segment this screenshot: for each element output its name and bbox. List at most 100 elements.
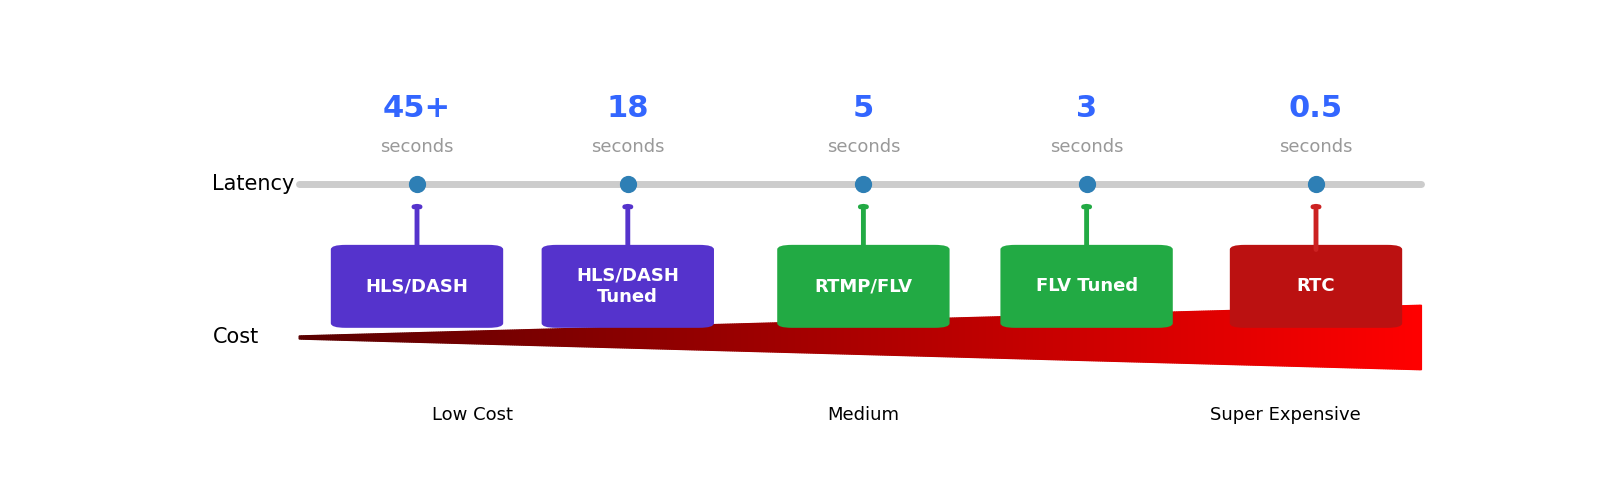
Polygon shape: [1022, 316, 1024, 359]
Polygon shape: [1357, 307, 1358, 368]
Polygon shape: [1269, 309, 1270, 366]
Polygon shape: [357, 335, 360, 340]
Polygon shape: [624, 327, 627, 348]
Polygon shape: [790, 322, 794, 352]
Polygon shape: [779, 323, 782, 352]
Polygon shape: [496, 331, 499, 344]
Polygon shape: [1208, 311, 1211, 364]
Polygon shape: [1197, 311, 1200, 364]
Polygon shape: [797, 322, 800, 353]
Polygon shape: [1190, 311, 1192, 364]
Polygon shape: [1019, 316, 1022, 359]
Polygon shape: [1365, 307, 1368, 368]
Polygon shape: [349, 335, 350, 340]
Polygon shape: [317, 336, 320, 339]
Polygon shape: [1150, 312, 1152, 362]
Polygon shape: [411, 333, 414, 342]
Polygon shape: [304, 336, 306, 339]
Polygon shape: [678, 326, 680, 349]
Polygon shape: [368, 334, 371, 341]
Polygon shape: [1136, 313, 1139, 362]
Polygon shape: [925, 319, 928, 356]
Polygon shape: [1112, 314, 1114, 361]
Polygon shape: [395, 333, 398, 342]
Polygon shape: [437, 332, 438, 343]
Polygon shape: [1038, 316, 1040, 359]
Polygon shape: [1275, 309, 1278, 366]
Polygon shape: [1053, 315, 1056, 360]
Polygon shape: [696, 325, 699, 350]
Polygon shape: [384, 334, 387, 341]
Polygon shape: [818, 322, 819, 353]
Polygon shape: [677, 326, 678, 349]
Polygon shape: [846, 321, 850, 354]
FancyBboxPatch shape: [778, 245, 949, 328]
Polygon shape: [1312, 308, 1314, 367]
Polygon shape: [1174, 312, 1176, 363]
Polygon shape: [1258, 309, 1259, 365]
Polygon shape: [1211, 311, 1213, 364]
Polygon shape: [1165, 312, 1168, 363]
Polygon shape: [1229, 310, 1230, 365]
Polygon shape: [899, 319, 901, 355]
Polygon shape: [934, 318, 936, 356]
Polygon shape: [568, 329, 571, 346]
Polygon shape: [1062, 315, 1064, 360]
Polygon shape: [1080, 314, 1083, 361]
Polygon shape: [550, 329, 554, 346]
Polygon shape: [1213, 311, 1214, 364]
Polygon shape: [835, 321, 838, 354]
Polygon shape: [1419, 305, 1421, 369]
Polygon shape: [1330, 308, 1331, 367]
Polygon shape: [789, 323, 790, 352]
Polygon shape: [1253, 310, 1256, 365]
Polygon shape: [1008, 316, 1011, 359]
Polygon shape: [1226, 310, 1229, 365]
Polygon shape: [794, 322, 795, 353]
Polygon shape: [365, 334, 366, 341]
Polygon shape: [786, 323, 789, 352]
Polygon shape: [1414, 306, 1418, 369]
Polygon shape: [373, 334, 376, 341]
Polygon shape: [922, 319, 923, 356]
Polygon shape: [914, 319, 917, 356]
Polygon shape: [666, 326, 667, 349]
Polygon shape: [629, 327, 632, 348]
Polygon shape: [1141, 313, 1142, 362]
Polygon shape: [400, 333, 403, 342]
Polygon shape: [517, 330, 518, 345]
Polygon shape: [594, 328, 595, 347]
Polygon shape: [851, 321, 853, 354]
Polygon shape: [1386, 306, 1387, 369]
Polygon shape: [1029, 316, 1030, 359]
Polygon shape: [957, 318, 958, 357]
Polygon shape: [640, 327, 643, 348]
Polygon shape: [910, 319, 912, 356]
Polygon shape: [1301, 308, 1302, 367]
Polygon shape: [426, 333, 427, 342]
Polygon shape: [1214, 311, 1218, 364]
Polygon shape: [1046, 315, 1050, 360]
Polygon shape: [1034, 316, 1035, 359]
Polygon shape: [422, 333, 426, 342]
Polygon shape: [1368, 307, 1370, 369]
Polygon shape: [366, 334, 368, 341]
Polygon shape: [952, 318, 955, 357]
Polygon shape: [622, 327, 624, 348]
Text: 5: 5: [853, 94, 874, 123]
Polygon shape: [694, 325, 696, 350]
Text: Medium: Medium: [827, 406, 899, 424]
Polygon shape: [1245, 310, 1246, 365]
Polygon shape: [966, 318, 968, 357]
Polygon shape: [539, 329, 541, 346]
Polygon shape: [1067, 315, 1069, 360]
Polygon shape: [891, 320, 894, 355]
Polygon shape: [1123, 313, 1125, 362]
Polygon shape: [651, 326, 654, 349]
Polygon shape: [1206, 311, 1208, 364]
Polygon shape: [749, 324, 750, 351]
Polygon shape: [685, 325, 688, 350]
Polygon shape: [1146, 313, 1147, 362]
Polygon shape: [947, 318, 950, 357]
Polygon shape: [541, 329, 544, 346]
